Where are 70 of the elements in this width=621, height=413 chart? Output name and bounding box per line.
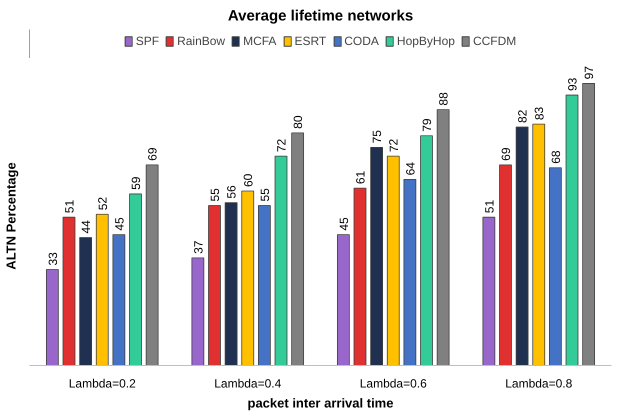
data-label: 51 — [482, 200, 496, 214]
data-label: 37 — [191, 240, 206, 254]
bar — [436, 109, 450, 366]
bar — [548, 167, 562, 366]
chart-title: Average lifetime networks — [228, 8, 414, 24]
x-tick-label: Lambda=0.4 — [214, 376, 282, 390]
bar — [129, 194, 142, 366]
data-label: 56 — [224, 184, 239, 199]
x-tick-label: Lambda=0.6 — [360, 376, 428, 390]
legend-label: SPF — [136, 34, 160, 48]
data-label: 80 — [291, 115, 306, 129]
bar — [62, 216, 76, 366]
bar — [258, 205, 271, 366]
legend-label: ESRT — [294, 34, 326, 48]
bar — [336, 234, 350, 366]
data-label: 55 — [208, 188, 222, 202]
x-tick-label: Lambda=0.8 — [505, 376, 573, 390]
data-label: 52 — [96, 196, 110, 210]
bar — [482, 216, 496, 366]
data-label: 33 — [46, 252, 60, 266]
bar — [146, 164, 159, 366]
data-label: 79 — [420, 118, 434, 132]
data-label: 45 — [336, 216, 351, 231]
legend-label: CCFDM — [472, 34, 516, 48]
data-label: 69 — [146, 147, 160, 161]
data-label: 61 — [353, 170, 368, 184]
data-label: 97 — [582, 66, 596, 80]
bar — [112, 234, 126, 366]
data-label: 55 — [258, 188, 272, 202]
bar — [386, 156, 400, 366]
bar — [46, 269, 59, 366]
bar — [224, 202, 238, 366]
x-tick-label: Lambda=0.2 — [68, 376, 136, 390]
legend-label: HopByHop — [396, 34, 455, 48]
bar — [208, 205, 221, 366]
x-axis-title: packet inter arrival time — [248, 396, 394, 410]
bar — [532, 124, 546, 366]
legend-label: CODA — [344, 34, 379, 48]
bar — [566, 94, 578, 366]
bar — [403, 178, 416, 366]
bar — [191, 258, 204, 366]
data-label: 93 — [566, 77, 580, 92]
data-label: 82 — [516, 109, 530, 124]
data-label: 51 — [62, 200, 76, 214]
bar — [79, 237, 92, 366]
bar — [96, 214, 109, 366]
legend-label: MCFA — [243, 34, 276, 48]
bar — [499, 164, 512, 366]
bar — [274, 156, 288, 366]
data-label: 88 — [436, 92, 451, 106]
bar — [582, 83, 596, 366]
data-label: 60 — [241, 173, 256, 188]
data-label: 83 — [532, 106, 546, 120]
data-label: 59 — [129, 176, 144, 190]
data-label: 69 — [498, 147, 513, 161]
bar — [291, 132, 304, 366]
data-label: 72 — [274, 138, 289, 152]
bar — [241, 190, 254, 366]
data-label: 68 — [548, 150, 563, 164]
y-axis-title: ALTN Percentage — [4, 162, 18, 270]
legend-label: RainBow — [177, 34, 226, 48]
data-label: 64 — [403, 162, 418, 176]
data-label: 45 — [112, 216, 126, 231]
data-label: 75 — [370, 130, 384, 144]
bar — [516, 126, 529, 366]
bar — [420, 135, 433, 366]
data-label: 72 — [386, 138, 401, 152]
bar — [370, 147, 384, 366]
bar — [354, 188, 366, 366]
data-label: 44 — [79, 220, 94, 234]
